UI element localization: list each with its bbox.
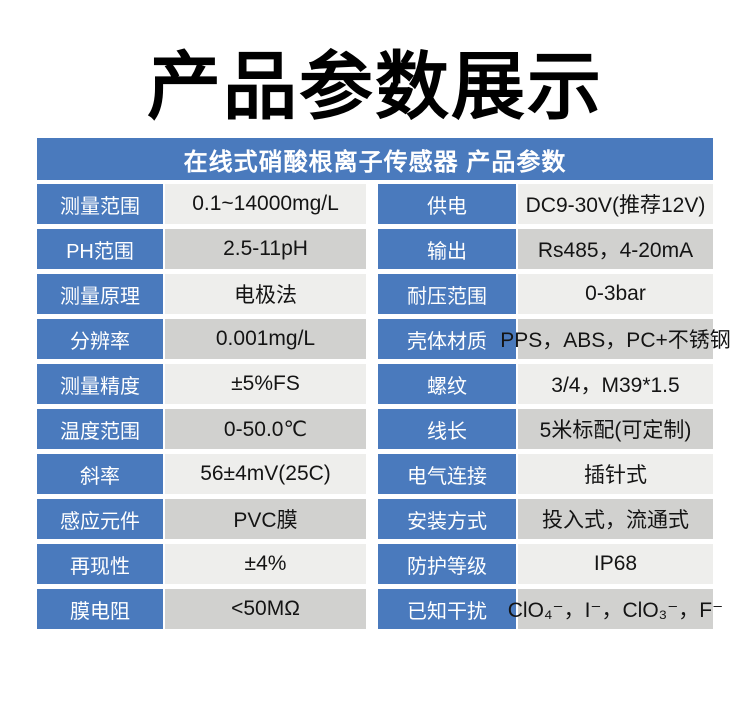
spec-label-left: PH范围 xyxy=(37,229,163,269)
spec-label-left: 测量原理 xyxy=(37,274,163,314)
spec-label-left: 分辨率 xyxy=(37,319,163,359)
spec-value-left: 0.1~14000mg/L xyxy=(163,184,366,224)
spec-value-left: <50MΩ xyxy=(163,589,366,629)
spec-label-right: 电气连接 xyxy=(366,454,516,494)
spec-value-right: ClO₄⁻，I⁻，ClO₃⁻，F⁻ xyxy=(508,589,723,629)
spec-value-right: 3/4，M39*1.5 xyxy=(516,364,713,404)
spec-label-left: 温度范围 xyxy=(37,409,163,449)
spec-value-left: 0.001mg/L xyxy=(163,319,366,359)
spec-value-right: IP68 xyxy=(516,544,713,584)
spec-value-right: DC9-30V(推荐12V) xyxy=(516,184,713,224)
spec-label-right: 螺纹 xyxy=(366,364,516,404)
spec-value-right: Rs485，4-20mA xyxy=(516,229,713,269)
spec-value-left: ±5%FS xyxy=(163,364,366,404)
spec-value-left: PVC膜 xyxy=(163,499,366,539)
spec-value-left: 56±4mV(25C) xyxy=(163,454,366,494)
spec-label-left: 测量精度 xyxy=(37,364,163,404)
table-header-title: 在线式硝酸根离子传感器 产品参数 xyxy=(37,138,713,180)
spec-label-left: 膜电阻 xyxy=(37,589,163,629)
spec-label-right: 输出 xyxy=(366,229,516,269)
spec-value-right: PPS，ABS，PC+不锈钢 xyxy=(500,319,731,359)
spec-label-left: 斜率 xyxy=(37,454,163,494)
spec-value-right: 0-3bar xyxy=(516,274,713,314)
spec-label-right: 壳体材质 xyxy=(366,319,516,359)
spec-value-right: 投入式，流通式 xyxy=(516,499,713,539)
spec-label-right: 耐压范围 xyxy=(366,274,516,314)
spec-label-right: 防护等级 xyxy=(366,544,516,584)
spec-value-right: 插针式 xyxy=(516,454,713,494)
spec-label-right: 安装方式 xyxy=(366,499,516,539)
spec-label-left: 感应元件 xyxy=(37,499,163,539)
spec-label-right: 已知干扰 xyxy=(366,589,516,629)
table-body: 测量范围 0.1~14000mg/L 供电 DC9-30V(推荐12V) PH范围 2.5… xyxy=(37,184,731,629)
spec-value-left: 0-50.0℃ xyxy=(163,409,366,449)
spec-label-left: 测量范围 xyxy=(37,184,163,224)
page-title: 产品参数展示 xyxy=(147,44,603,128)
spec-value-left: ±4% xyxy=(163,544,366,584)
spec-label-left: 再现性 xyxy=(37,544,163,584)
spec-value-right: 5米标配(可定制) xyxy=(516,409,713,449)
spec-value-left: 电极法 xyxy=(163,274,366,314)
spec-label-right: 线长 xyxy=(366,409,516,449)
spec-table: 在线式硝酸根离子传感器 产品参数 测量范围 0.1~14000mg/L 供电 DC9-… xyxy=(37,138,731,629)
spec-value-left: 2.5-11pH xyxy=(163,229,366,269)
spec-label-right: 供电 xyxy=(366,184,516,224)
